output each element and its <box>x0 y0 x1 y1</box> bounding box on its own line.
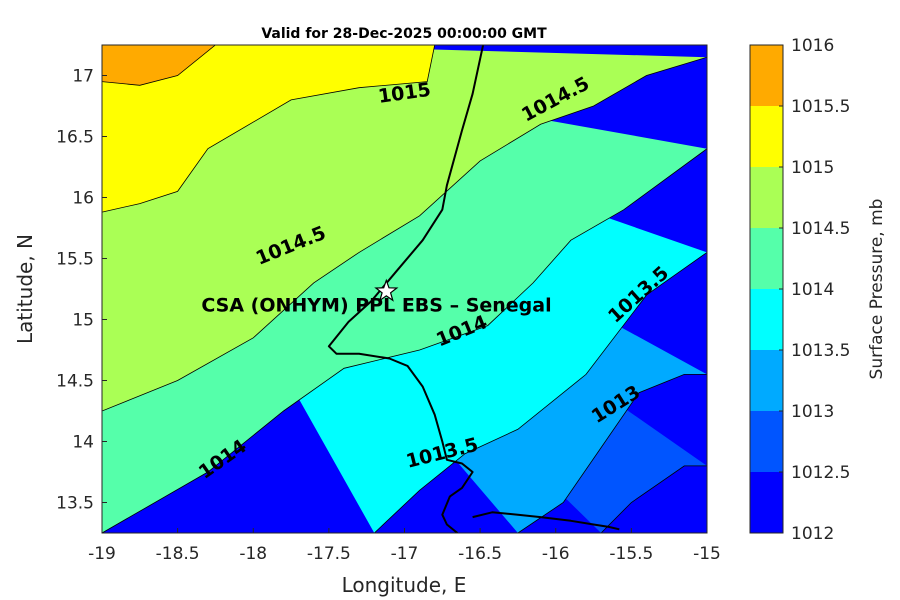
x-axis-label: Longitude, E <box>342 573 467 597</box>
y-tick-label: 17 <box>72 67 94 87</box>
pressure-band <box>102 45 435 213</box>
colorbar-tick-label: 1013.5 <box>791 341 850 361</box>
colorbar: 1012 1012.5 1013 1013.5 1014 1014.5 1015 1015.5… <box>749 36 850 544</box>
coastline <box>472 511 620 531</box>
colorbar-segment <box>750 411 783 472</box>
pressure-band <box>102 45 216 86</box>
contour-line <box>374 252 707 533</box>
colorbar-tick-label: 1015 <box>791 158 834 178</box>
site-star-icon <box>374 278 399 302</box>
y-tick-label: 15.5 <box>56 250 94 270</box>
x-axis-ticks: -19 -18.5 -18 -17.5 -17 -16.5 -16 -15.5 -15 <box>88 528 721 564</box>
x-tick-label: -15 <box>693 544 721 564</box>
y-tick-label: 15 <box>72 311 94 331</box>
y-axis-ticks: 13.5 14 14.5 15 15.5 16 16.5 17 <box>56 67 107 514</box>
colorbar-tick-label: 1015.5 <box>791 97 850 117</box>
colorbar-segment <box>750 350 783 411</box>
pressure-band <box>102 45 707 411</box>
x-tick-label: -18 <box>239 544 267 564</box>
colorbar-tick-label: 1012 <box>791 524 834 544</box>
site-label: CSA (ONHYM) PPL EBS – Senegal <box>201 294 551 316</box>
y-tick-label: 16.5 <box>56 128 94 148</box>
contour-line <box>102 45 436 213</box>
y-tick-label: 14.5 <box>56 372 94 392</box>
contour-line <box>600 465 707 533</box>
x-tick-label: -16.5 <box>458 544 502 564</box>
colorbar-segment <box>750 106 783 167</box>
contour-line <box>517 374 707 533</box>
contour-line <box>102 148 707 533</box>
colorbar-label: Surface Pressure, mb <box>867 199 887 380</box>
contour-line <box>102 56 707 412</box>
colorbar-tick-label: 1012.5 <box>791 463 850 483</box>
contour-line <box>102 45 216 86</box>
y-axis-label: Latitude, N <box>13 234 37 344</box>
x-tick-label: -19 <box>88 544 116 564</box>
x-tick-label: -16 <box>542 544 570 564</box>
coastline <box>327 45 485 533</box>
x-tick-label: -17.5 <box>307 544 351 564</box>
colorbar-segment <box>750 228 783 289</box>
colorbar-tick-label: 1013 <box>791 402 834 422</box>
y-tick-label: 16 <box>72 189 94 209</box>
x-tick-label: -18.5 <box>156 544 200 564</box>
figure-title: Valid for 28-Dec-2025 00:00:00 GMT <box>261 26 547 42</box>
colorbar-tick-label: 1014.5 <box>791 219 850 239</box>
y-tick-label: 13.5 <box>56 494 94 514</box>
colorbar-segment <box>750 289 783 350</box>
colorbar-segment <box>750 472 783 533</box>
colorbar-tick-label: 1014 <box>791 280 834 300</box>
x-tick-label: -17 <box>391 544 419 564</box>
colorbar-segment <box>750 167 783 228</box>
colorbar-segment <box>750 45 783 106</box>
y-tick-label: 14 <box>72 433 94 453</box>
x-tick-label: -15.5 <box>609 544 653 564</box>
colorbar-tick-label: 1016 <box>791 36 834 56</box>
